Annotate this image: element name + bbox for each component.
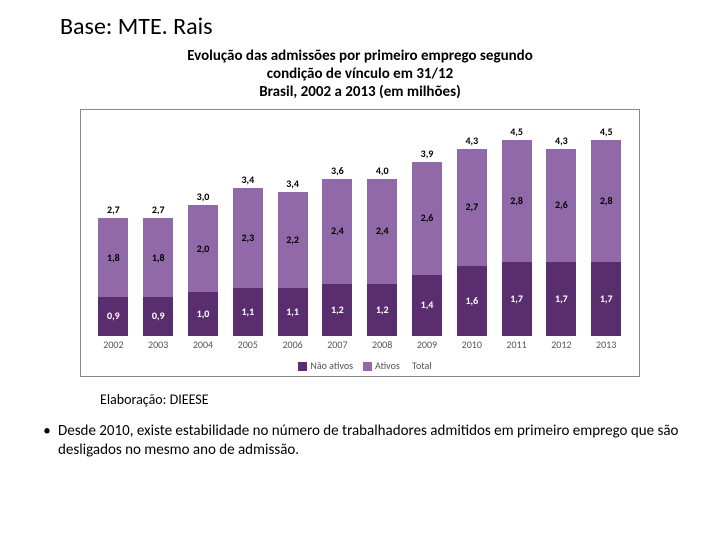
label-ativos: 2,0: [188, 242, 218, 255]
label-ativos: 2,3: [233, 231, 263, 244]
label-nao-ativos: 1,7: [502, 292, 532, 305]
slide-root: Base: MTE. Rais Evolução das admissões p…: [0, 0, 720, 540]
label-nao-ativos: 1,2: [322, 303, 352, 316]
chart-title-line3: Brasil, 2002 a 2013 (em milhões): [259, 83, 461, 101]
label-nao-ativos: 1,7: [591, 292, 621, 305]
bullet-item: • Desde 2010, existe estabilidade no núm…: [36, 422, 684, 460]
label-ativos: 2,8: [502, 194, 532, 207]
bullet-text: Desde 2010, existe estabilidade no númer…: [58, 422, 684, 460]
label-total: 2,7: [143, 203, 173, 216]
label-ativos: 2,6: [412, 211, 442, 224]
label-nao-ativos: 0,9: [98, 309, 128, 322]
label-nao-ativos: 1,1: [278, 305, 308, 318]
label-total: 3,6: [322, 164, 352, 177]
label-ativos: 2,2: [278, 233, 308, 246]
chart-legend: Não ativos Ativos Total: [91, 359, 629, 372]
label-ativos: 2,6: [546, 198, 576, 211]
x-tick-label: 2004: [181, 338, 226, 351]
label-ativos: 2,4: [322, 224, 352, 237]
label-ativos: 2,7: [457, 200, 487, 213]
label-total: 4,5: [591, 125, 621, 138]
chart-plot-area: 0,9 1,8 2,7 0,9 1,8 2,7 1,0 2,0 3,0 1,1 2,3 3,4 1,1 2…: [91, 118, 629, 336]
legend-label: Total: [412, 359, 432, 372]
legend-swatch: [363, 362, 372, 371]
elaboration-credit: Elaboração: DIEESE: [100, 391, 692, 408]
label-ativos: 2,4: [367, 224, 397, 237]
x-tick-label: 2009: [405, 338, 450, 351]
label-total: 4,5: [502, 125, 532, 138]
legend-label: Não ativos: [310, 359, 353, 372]
chart-title-line2: condição de vínculo em 31/12: [267, 65, 453, 83]
x-tick-label: 2012: [539, 338, 584, 351]
label-nao-ativos: 1,4: [412, 298, 442, 311]
label-total: 3,4: [233, 173, 263, 186]
label-total: 4,3: [546, 134, 576, 147]
label-total: 2,7: [98, 203, 128, 216]
x-tick-label: 2003: [136, 338, 181, 351]
legend-swatch: [298, 362, 307, 371]
base-source-title: Base: MTE. Rais: [60, 12, 692, 41]
label-nao-ativos: 1,2: [367, 303, 397, 316]
label-nao-ativos: 1,0: [188, 307, 218, 320]
bullet-dot: •: [36, 422, 58, 460]
label-total: 4,0: [367, 164, 397, 177]
label-ativos: 1,8: [143, 251, 173, 264]
x-tick-label: 2010: [449, 338, 494, 351]
label-nao-ativos: 0,9: [143, 309, 173, 322]
x-tick-label: 2011: [494, 338, 539, 351]
chart-title-line1: Evolução das admissões por primeiro empr…: [187, 47, 533, 65]
label-ativos: 2,8: [591, 194, 621, 207]
chart-x-axis: 2002200320042005200620072008200920102011…: [91, 338, 629, 351]
x-tick-label: 2006: [270, 338, 315, 351]
label-total: 3,4: [278, 177, 308, 190]
x-tick-label: 2002: [91, 338, 136, 351]
legend-label: Ativos: [375, 359, 400, 372]
x-tick-label: 2005: [225, 338, 270, 351]
label-total: 3,9: [412, 147, 442, 160]
label-nao-ativos: 1,7: [546, 292, 576, 305]
x-tick-label: 2008: [360, 338, 405, 351]
label-ativos: 1,8: [98, 251, 128, 264]
label-total: 3,0: [188, 190, 218, 203]
label-nao-ativos: 1,6: [457, 294, 487, 307]
chart-container: 0,9 1,8 2,7 0,9 1,8 2,7 1,0 2,0 3,0 1,1 2,3 3,4 1,1 2…: [80, 109, 640, 377]
label-nao-ativos: 1,1: [233, 305, 263, 318]
x-tick-label: 2007: [315, 338, 360, 351]
label-total: 4,3: [457, 134, 487, 147]
chart-title: Evolução das admissões por primeiro empr…: [28, 47, 692, 101]
x-tick-label: 2013: [584, 338, 629, 351]
